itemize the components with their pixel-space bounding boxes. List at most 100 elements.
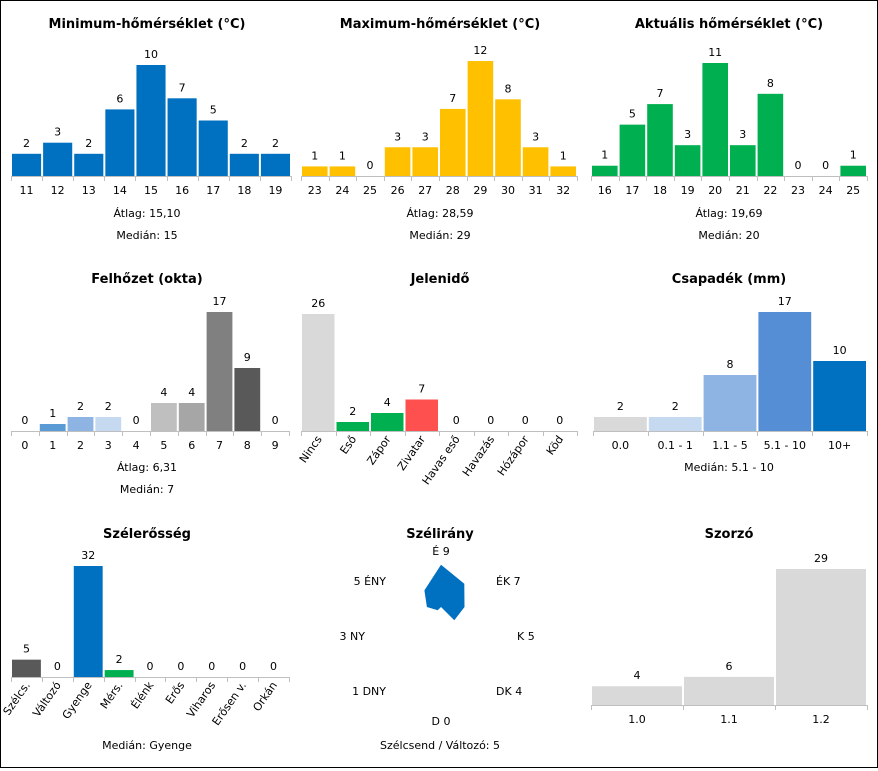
tick-label: 21 xyxy=(736,184,750,197)
bar xyxy=(336,422,369,431)
radar-label: É 9 xyxy=(432,545,449,558)
chart-wx: Jelenidő26Nincs2Eső4Zápor7Zivatar0Havas … xyxy=(297,272,578,487)
bar xyxy=(73,566,103,677)
bar xyxy=(167,98,197,176)
tick-label: 0 xyxy=(21,439,28,452)
data-label: 11 xyxy=(708,46,722,59)
bar xyxy=(67,417,94,431)
bar xyxy=(684,676,774,705)
tick-label: 24 xyxy=(819,184,833,197)
data-label: 0 xyxy=(453,414,460,427)
data-label: 0 xyxy=(133,414,140,427)
tick-label: 7 xyxy=(216,439,223,452)
data-label: 1 xyxy=(850,149,857,162)
tick-label: 28 xyxy=(446,184,460,197)
bar xyxy=(234,368,261,431)
tick-label: 4 xyxy=(133,439,140,452)
data-label: 2 xyxy=(23,137,30,150)
bar xyxy=(151,403,177,431)
data-label: 2 xyxy=(617,400,624,413)
data-label: 2 xyxy=(349,405,356,418)
bar xyxy=(758,312,812,431)
bar xyxy=(412,147,438,176)
data-label: 32 xyxy=(81,549,95,562)
data-label: 7 xyxy=(179,81,186,94)
bar xyxy=(405,399,438,431)
data-label: 0 xyxy=(522,414,529,427)
data-label: 0 xyxy=(270,660,277,673)
chart-title: Szélerősség xyxy=(103,527,191,542)
bar xyxy=(302,314,335,431)
data-label: 3 xyxy=(684,128,691,141)
tick-label: 1.1 xyxy=(720,713,738,726)
tick-label: 15 xyxy=(144,184,158,197)
tick-label: 24 xyxy=(335,184,349,197)
radar-label: K 5 xyxy=(517,630,535,643)
radar-area xyxy=(424,564,465,621)
tick-label: 9 xyxy=(272,439,279,452)
bar xyxy=(39,424,66,431)
bar xyxy=(384,147,411,176)
radar-value: 7 xyxy=(514,575,521,588)
bar xyxy=(522,147,549,176)
chart-stat: Medián: 20 xyxy=(698,229,759,242)
chart-title: Minimum-hőmérséklet (°C) xyxy=(49,17,246,32)
tick-label: 12 xyxy=(51,184,65,197)
data-label: 7 xyxy=(449,92,456,105)
chart-wind: Szélerősség 5 Szélcs. 0 Változó 32 Gyenge 2 Mérs… xyxy=(1,527,290,752)
chart-stat: Medián: 5.1 - 10 xyxy=(684,461,774,474)
bar xyxy=(178,403,205,431)
chart-stat: Átlag: 19,69 xyxy=(695,207,762,220)
tick-label: 17 xyxy=(625,184,639,197)
tick-label: 27 xyxy=(418,184,432,197)
data-label: 0 xyxy=(208,660,215,673)
tick-label: 2 xyxy=(77,439,84,452)
tick-label: 17 xyxy=(206,184,220,197)
data-label: 10 xyxy=(833,344,847,357)
radar-value: 3 xyxy=(340,630,347,643)
radar-label: D 0 xyxy=(432,715,451,728)
tick-label: 6 xyxy=(188,439,195,452)
bar xyxy=(371,413,404,431)
tick-label: 1.2 xyxy=(812,713,830,726)
tick-label: Hózápor xyxy=(495,433,532,478)
data-label: 9 xyxy=(244,351,251,364)
tick-label: 19 xyxy=(268,184,282,197)
tick-label: 18 xyxy=(237,184,251,197)
data-label: 0 xyxy=(177,660,184,673)
bar xyxy=(702,63,728,176)
data-label: 2 xyxy=(272,137,279,150)
tick-label: 8 xyxy=(244,439,251,452)
data-label: 3 xyxy=(422,130,429,143)
data-label: 10 xyxy=(144,48,158,61)
bar xyxy=(12,659,41,677)
data-label: 0 xyxy=(556,414,563,427)
data-label: 1 xyxy=(339,149,346,162)
bar xyxy=(198,120,228,176)
radar-label: ÉK 7 xyxy=(496,575,521,588)
chart-stat: Medián: 29 xyxy=(409,229,470,242)
bar xyxy=(619,124,646,176)
tick-label: 31 xyxy=(529,184,543,197)
data-label: 4 xyxy=(188,386,195,399)
bar xyxy=(467,61,494,176)
data-label: 26 xyxy=(311,297,325,310)
chart-stat: Átlag: 6,31 xyxy=(117,461,177,474)
tick-label: 5 xyxy=(160,439,167,452)
radar-value: 4 xyxy=(515,685,522,698)
data-label: 7 xyxy=(657,87,664,100)
bar xyxy=(550,166,576,176)
tick-label: 30 xyxy=(501,184,515,197)
tick-label: Gyenge xyxy=(60,679,95,721)
radar-direction: K xyxy=(517,630,525,643)
data-label: 7 xyxy=(418,383,425,396)
chart-stat: Átlag: 15,10 xyxy=(113,207,180,220)
data-label: 1 xyxy=(560,149,567,162)
bar xyxy=(674,145,701,176)
tick-label: 20 xyxy=(708,184,722,197)
chart-min: Minimum-hőmérséklet (°C) 2 11 3 12 2 13 6 14 10 15… xyxy=(11,17,292,242)
bar xyxy=(260,153,290,176)
data-label: 6 xyxy=(726,660,733,673)
